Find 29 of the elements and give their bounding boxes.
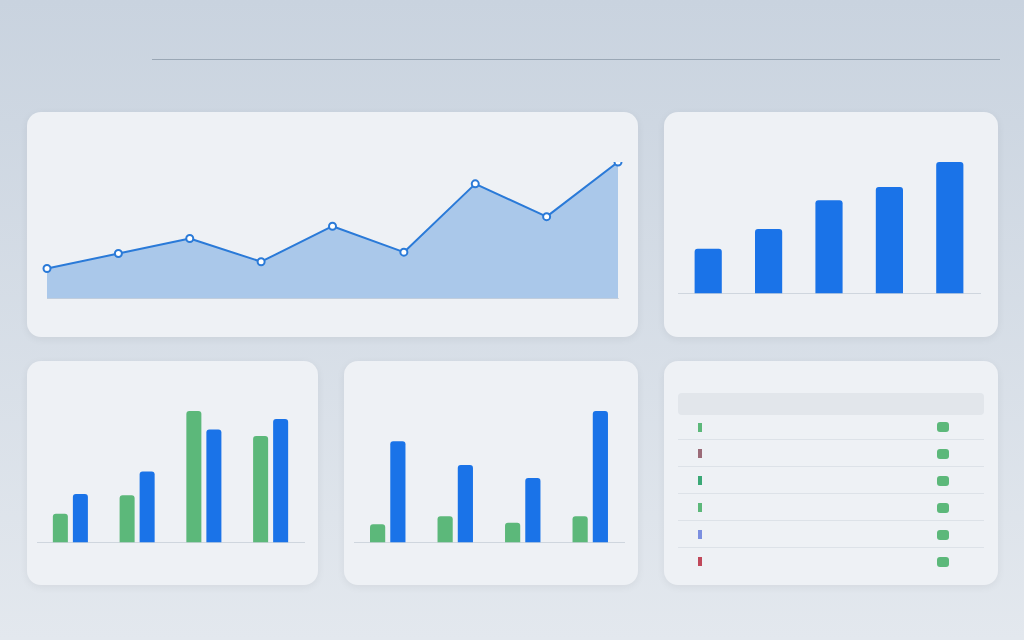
point	[328, 221, 337, 231]
bar	[72, 493, 88, 543]
point	[399, 247, 409, 257]
bar	[206, 429, 222, 543]
bar	[505, 522, 521, 543]
bar	[755, 229, 783, 294]
bar	[186, 411, 202, 543]
bar	[457, 464, 473, 543]
bar	[572, 516, 588, 543]
point	[42, 264, 52, 274]
point	[113, 249, 123, 259]
point	[470, 179, 480, 189]
bar	[437, 516, 453, 543]
bar	[390, 441, 406, 543]
bar	[936, 162, 964, 294]
point	[185, 234, 195, 243]
bar	[525, 478, 541, 543]
point	[542, 212, 552, 222]
bar	[815, 200, 843, 294]
point	[256, 257, 266, 267]
bar	[139, 471, 155, 543]
bar	[52, 513, 68, 543]
bar	[119, 495, 135, 543]
bar	[370, 524, 386, 543]
bar	[253, 436, 269, 543]
bar	[273, 418, 289, 543]
bar	[875, 187, 903, 294]
bar	[592, 411, 608, 543]
bar	[694, 248, 722, 294]
